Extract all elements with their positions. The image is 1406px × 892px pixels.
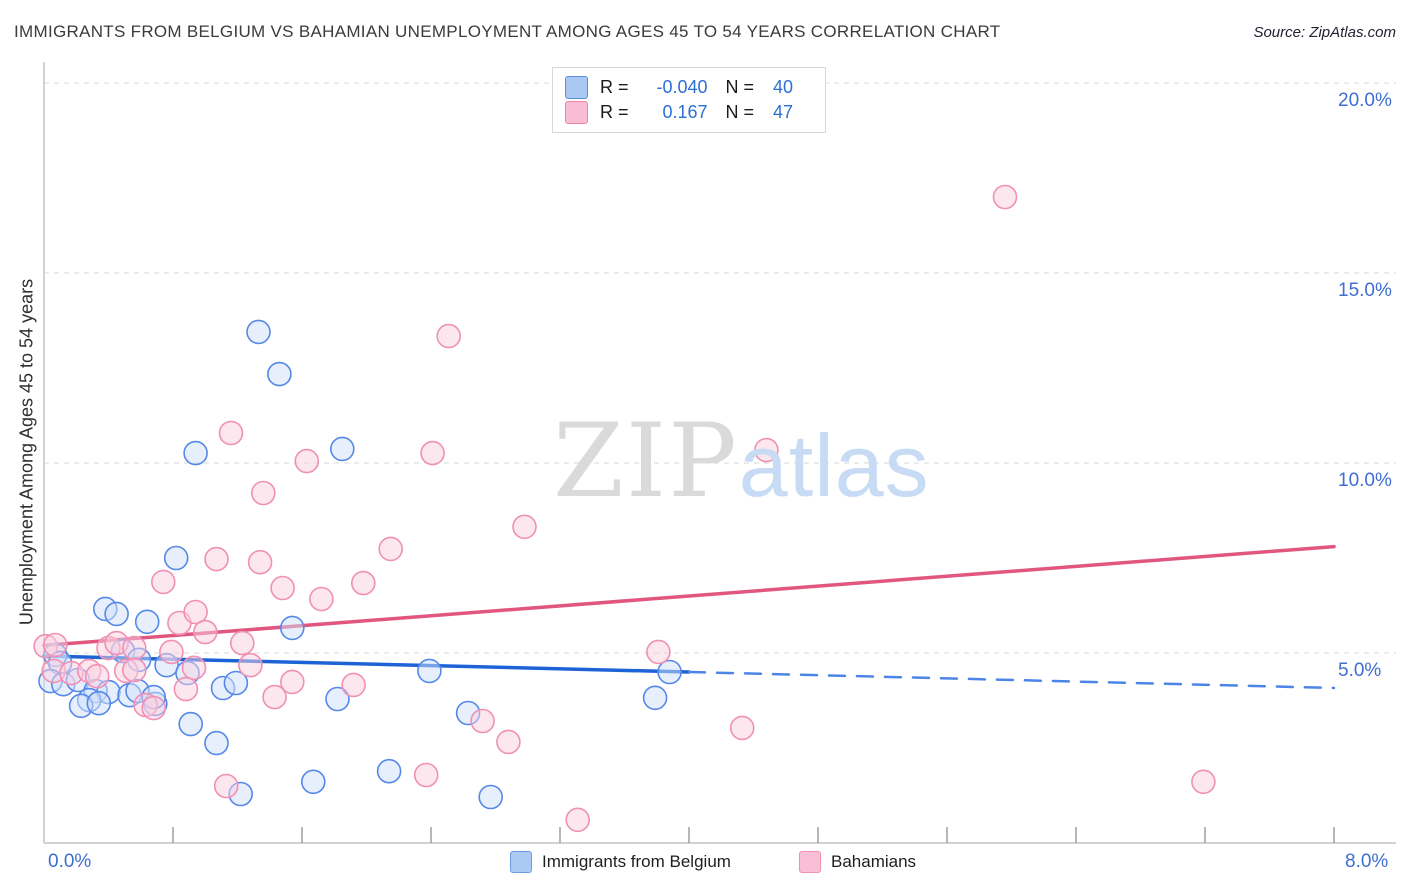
scatter-point-bahamians[interactable]: [729, 715, 755, 741]
legend-swatch-bahamians: [799, 851, 821, 873]
scatter-point-bahamians[interactable]: [181, 655, 207, 681]
scatter-point-bahamians[interactable]: [218, 420, 244, 446]
n-label: N =: [725, 77, 760, 97]
scatter-point-bahamians[interactable]: [646, 639, 671, 665]
x-axis-label-max: 8.0%: [1345, 851, 1389, 872]
correlation-stats-box: R = -0.040 N = 40 R = 0.167 N = 47: [552, 67, 826, 133]
scatter-point-bahamians[interactable]: [270, 575, 295, 601]
legend-label-bahamians: Bahamians: [831, 852, 917, 871]
scatter-point-bahamians[interactable]: [250, 480, 276, 506]
blue-series-swatch: [565, 76, 588, 99]
r-value-belgium: -0.040: [656, 77, 708, 97]
scatter-point-bahamians[interactable]: [122, 635, 147, 661]
y-axis-tick-label: 20.0%: [1338, 90, 1392, 111]
scatter-point-bahamians[interactable]: [294, 448, 320, 474]
scatter-point-bahamians[interactable]: [230, 630, 255, 656]
pink-series-swatch: [565, 101, 588, 124]
scatter-point-belgium[interactable]: [223, 670, 249, 696]
scatter-point-bahamians[interactable]: [183, 599, 208, 625]
scatter-point-bahamians[interactable]: [238, 652, 263, 678]
scatter-point-bahamians[interactable]: [151, 569, 176, 595]
scatter-point-bahamians[interactable]: [159, 639, 184, 665]
scatter-point-bahamians[interactable]: [436, 323, 462, 349]
legend-item-bahamians[interactable]: Bahamians: [799, 851, 916, 873]
stats-row-belgium: R = -0.040 N = 40: [565, 75, 815, 100]
scatter-point-bahamians[interactable]: [193, 619, 218, 645]
scatter-point-belgium[interactable]: [329, 436, 355, 462]
scatter-point-bahamians[interactable]: [262, 684, 287, 710]
scatter-point-bahamians[interactable]: [378, 536, 404, 562]
scatter-point-belgium[interactable]: [642, 685, 668, 711]
scatter-point-bahamians[interactable]: [341, 672, 366, 698]
scatter-point-bahamians[interactable]: [754, 437, 779, 463]
scatter-point-bahamians[interactable]: [350, 570, 376, 596]
scatter-point-bahamians[interactable]: [496, 729, 521, 755]
scatter-point-belgium[interactable]: [183, 440, 208, 466]
scatter-point-bahamians[interactable]: [309, 586, 334, 612]
r-label: R =: [600, 102, 634, 122]
legend-swatch-belgium: [510, 851, 532, 873]
n-value-belgium: 40: [773, 77, 794, 97]
scatter-point-belgium[interactable]: [376, 758, 402, 784]
legend-label-belgium: Immigrants from Belgium: [542, 852, 731, 871]
scatter-point-bahamians[interactable]: [565, 807, 591, 833]
scatter-point-belgium[interactable]: [204, 730, 229, 756]
scatter-point-bahamians[interactable]: [42, 632, 68, 658]
scatter-point-belgium[interactable]: [163, 545, 189, 571]
scatter-point-belgium[interactable]: [478, 784, 504, 810]
scatter-point-belgium[interactable]: [325, 686, 350, 712]
scatter-point-bahamians[interactable]: [173, 676, 199, 702]
legend-item-belgium[interactable]: Immigrants from Belgium: [510, 851, 731, 873]
scatter-point-belgium[interactable]: [417, 658, 442, 684]
y-axis-tick-label: 15.0%: [1338, 280, 1392, 301]
trend-line-belgium-solid: [42, 654, 691, 674]
scatter-point-bahamians[interactable]: [213, 773, 239, 799]
y-axis-tick-label: 5.0%: [1338, 660, 1382, 681]
scatter-point-belgium[interactable]: [104, 601, 129, 627]
scatter-point-belgium[interactable]: [279, 615, 305, 641]
scatter-point-belgium[interactable]: [300, 769, 326, 795]
scatter-point-belgium[interactable]: [178, 711, 203, 737]
scatter-point-belgium[interactable]: [657, 659, 682, 685]
n-value-bahamians: 47: [773, 102, 794, 122]
scatter-point-bahamians[interactable]: [247, 549, 273, 575]
scatter-point-bahamians[interactable]: [1191, 769, 1216, 795]
scatter-point-belgium[interactable]: [246, 319, 271, 345]
scatter-point-belgium[interactable]: [267, 361, 292, 387]
stats-row-bahamians: R = 0.167 N = 47: [565, 100, 815, 125]
scatter-point-bahamians[interactable]: [279, 669, 305, 695]
scatter-point-belgium[interactable]: [134, 609, 160, 635]
trend-line-belgium-dashed: [687, 670, 1336, 690]
scatter-point-bahamians[interactable]: [84, 663, 110, 689]
scatter-point-bahamians[interactable]: [413, 762, 439, 788]
trend-line-bahamians: [42, 544, 1336, 648]
scatter-point-bahamians[interactable]: [420, 440, 445, 466]
scatter-point-belgium[interactable]: [86, 690, 112, 716]
scatter-point-bahamians[interactable]: [141, 695, 166, 721]
r-label: R =: [600, 77, 634, 97]
scatter-point-bahamians[interactable]: [992, 184, 1018, 210]
page-title: IMMIGRANTS FROM BELGIUM VS BAHAMIAN UNEM…: [14, 22, 1001, 41]
y-axis-title: Unemployment Among Ages 45 to 54 years: [16, 278, 37, 626]
scatter-point-bahamians[interactable]: [122, 657, 147, 683]
source-credit: Source: ZipAtlas.com: [1253, 24, 1396, 41]
scatter-point-bahamians[interactable]: [470, 708, 495, 734]
y-axis-tick-label: 10.0%: [1338, 470, 1392, 491]
n-label: N =: [725, 102, 760, 122]
scatter-point-bahamians[interactable]: [512, 514, 537, 540]
x-axis-label-min: 0.0%: [48, 851, 92, 872]
scatter-point-bahamians[interactable]: [204, 546, 229, 572]
r-value-bahamians: 0.167: [662, 102, 708, 122]
